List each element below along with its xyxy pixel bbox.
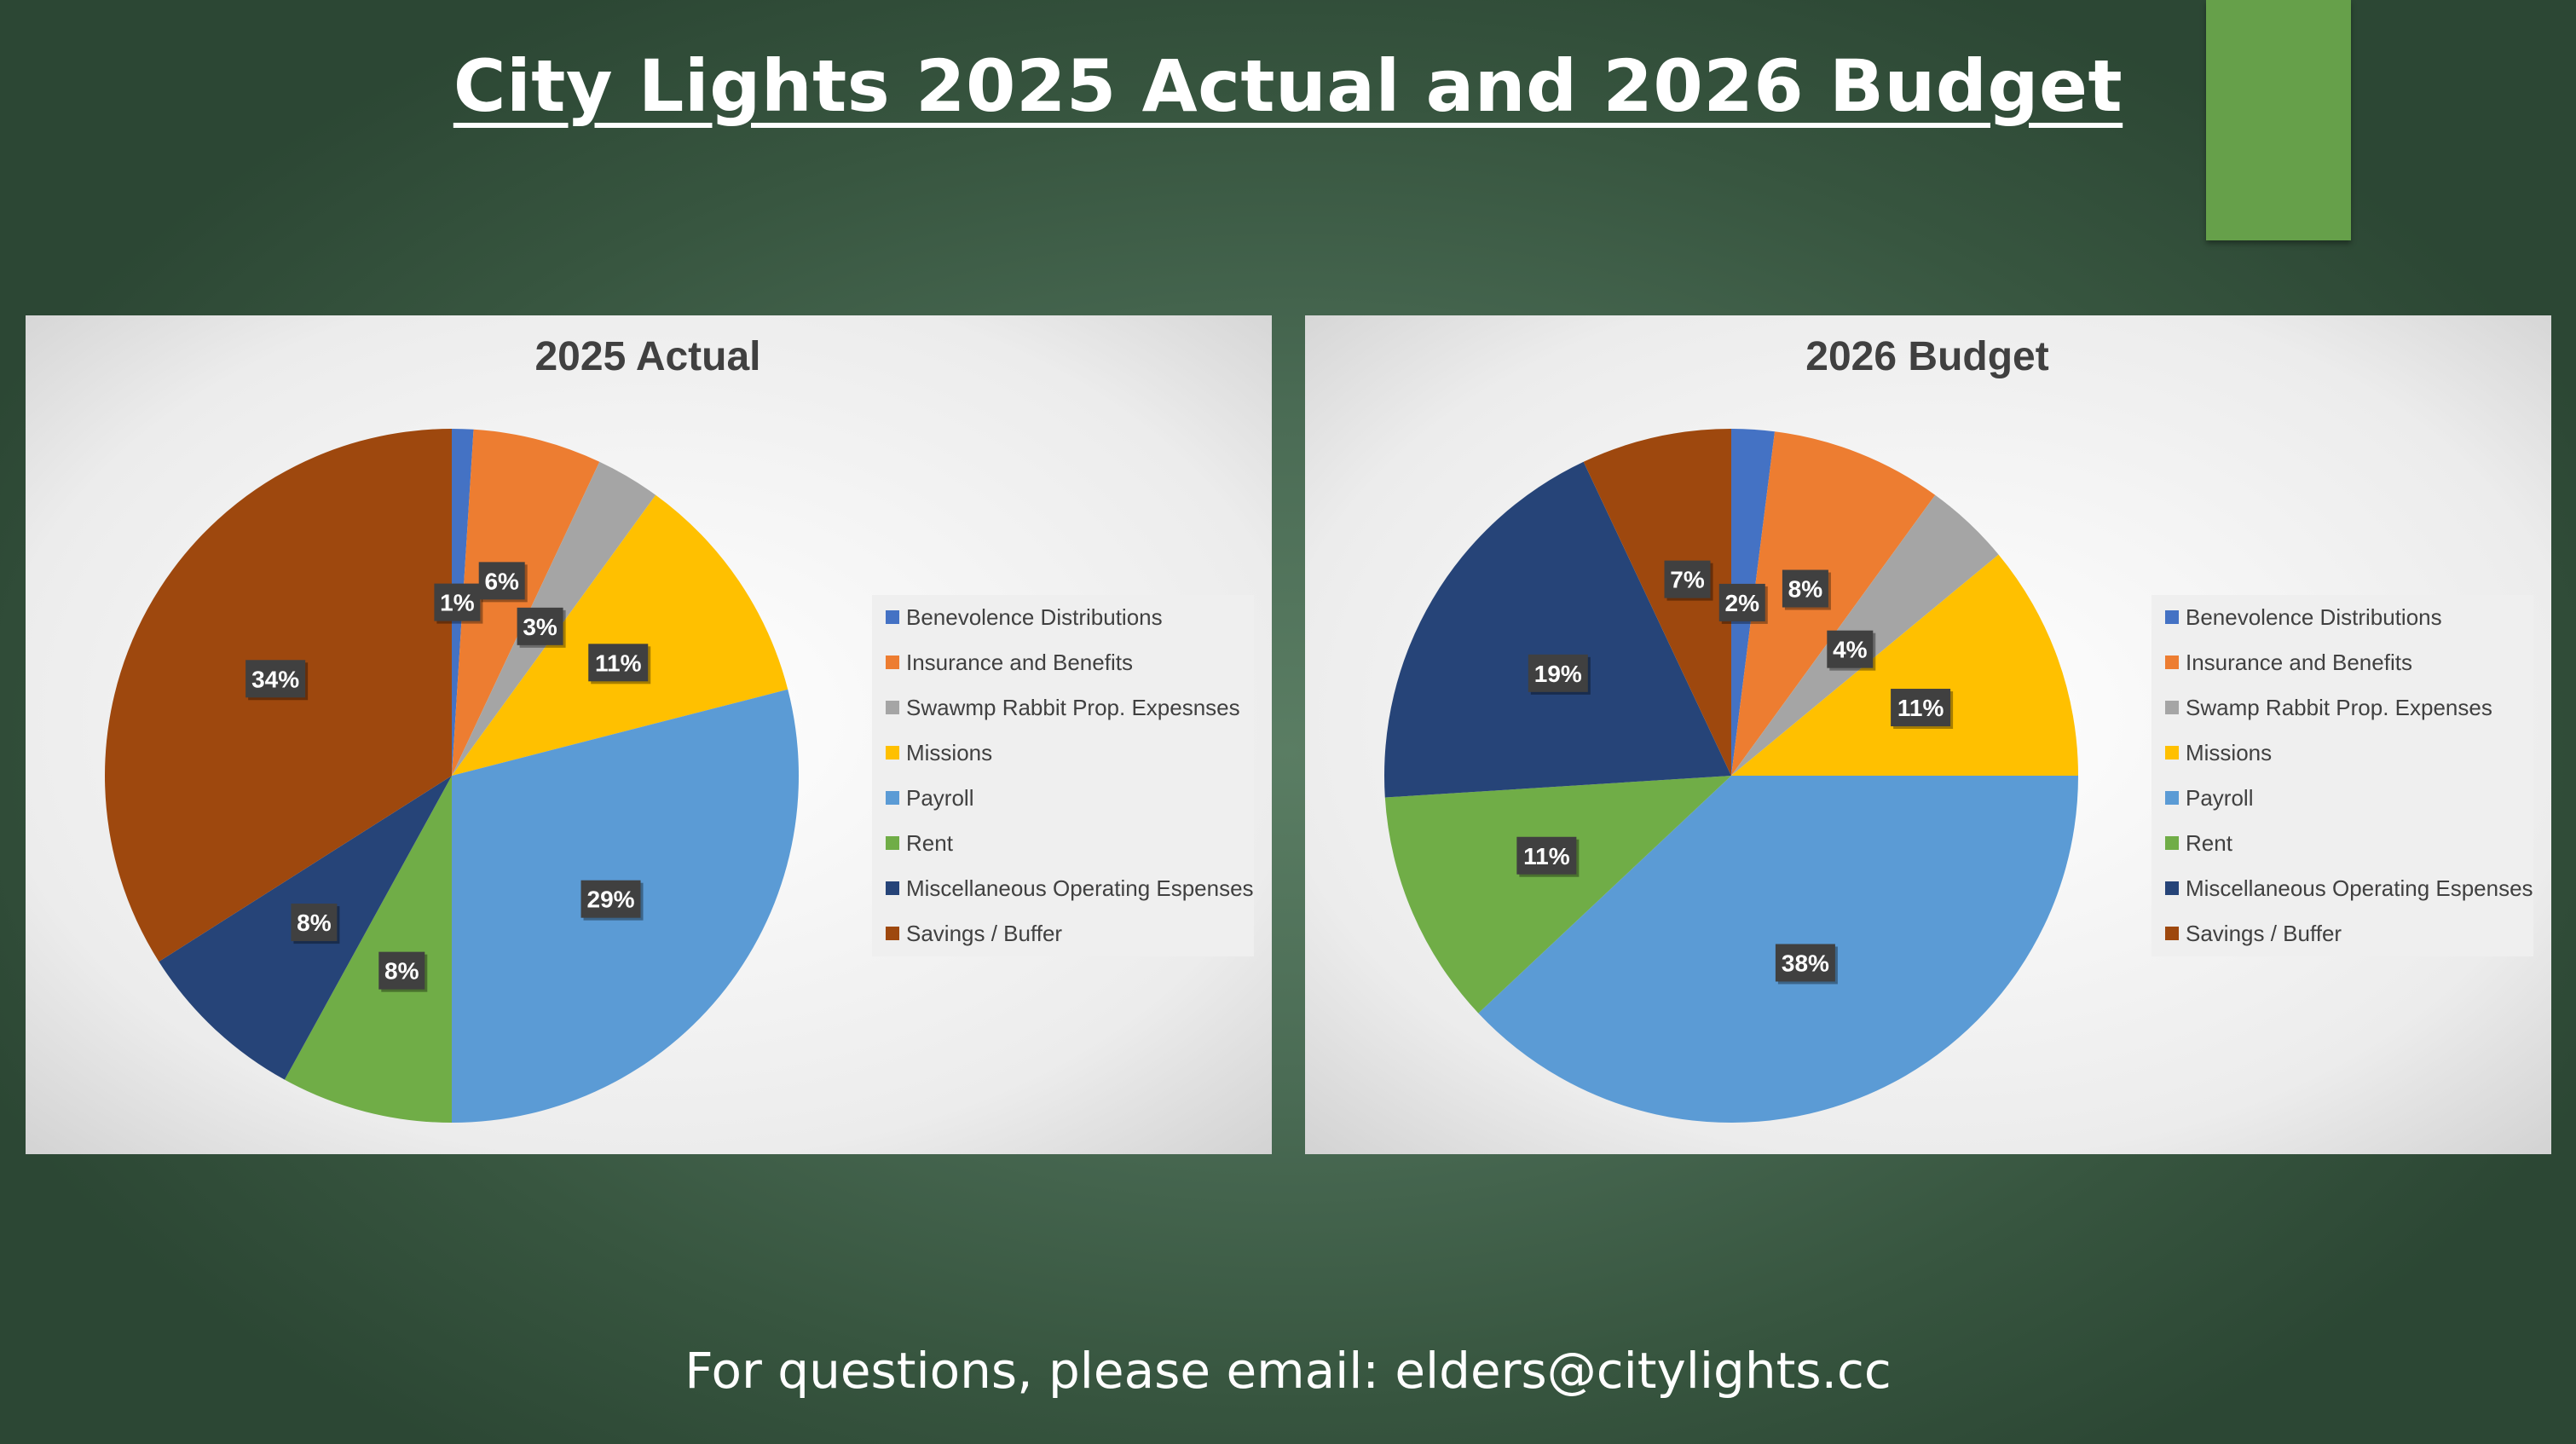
svg-text:3%: 3% xyxy=(523,614,557,640)
data-label-savings-buffer: 34% xyxy=(245,660,309,701)
svg-text:8%: 8% xyxy=(1788,576,1823,603)
pie-slice-savings-buffer xyxy=(1583,429,1731,776)
svg-text:11%: 11% xyxy=(595,650,642,676)
legend-item-rent: Rent xyxy=(886,830,954,856)
data-label-insurance-and-benefits: 6% xyxy=(478,562,528,603)
data-label-miscellaneous-operating-espenses: 19% xyxy=(1528,654,1591,695)
svg-text:38%: 38% xyxy=(1782,950,1829,976)
svg-text:11%: 11% xyxy=(1897,695,1944,721)
data-label-savings-buffer: 7% xyxy=(1664,560,1713,601)
svg-text:Missions: Missions xyxy=(2186,740,2272,765)
data-label-insurance-and-benefits: 8% xyxy=(1782,569,1831,610)
legend-item-benevolence-distributions: Benevolence Distributions xyxy=(886,604,1163,630)
svg-text:Miscellaneous Operating Espens: Miscellaneous Operating Espenses xyxy=(2186,875,2533,901)
chart-title: 2025 Actual xyxy=(534,334,760,379)
svg-text:2%: 2% xyxy=(1725,590,1760,616)
svg-text:Benevolence Distributions: Benevolence Distributions xyxy=(2186,604,2442,630)
chart-2026-budget: 2026 Budget 2% 8% 4% 11% 38% 11% 19% 7% Benevolen… xyxy=(1305,315,2551,1154)
data-label-missions: 11% xyxy=(588,644,651,684)
svg-text:Insurance and Benefits: Insurance and Benefits xyxy=(2186,650,2412,675)
svg-text:Payroll: Payroll xyxy=(2186,785,2253,811)
svg-text:Payroll: Payroll xyxy=(906,785,973,811)
data-label-rent: 8% xyxy=(378,951,428,992)
data-labels: 2% 8% 4% 11% 38% 11% 19% 7% xyxy=(1516,560,1954,985)
pie-slices xyxy=(1384,429,2078,1123)
pie-slice-rent xyxy=(284,776,452,1123)
svg-text:Rent: Rent xyxy=(2186,830,2233,856)
legend-item-swawmp-rabbit-prop-expesnses: Swawmp Rabbit Prop. Expesnses xyxy=(886,695,1240,720)
legend: Benevolence Distributions Insurance and B… xyxy=(2151,595,2533,956)
chart-title: 2026 Budget xyxy=(1805,334,2048,379)
legend-item-payroll: Payroll xyxy=(886,785,973,811)
svg-text:Miscellaneous Operating Espens: Miscellaneous Operating Espenses xyxy=(906,875,1254,901)
svg-text:Savings / Buffer: Savings / Buffer xyxy=(906,921,1062,946)
svg-text:8%: 8% xyxy=(384,958,419,985)
legend-item-benevolence-distributions: Benevolence Distributions xyxy=(2165,604,2442,630)
legend-item-rent: Rent xyxy=(2165,830,2233,856)
pie-chart-svg: 2026 Budget 2% 8% 4% 11% 38% 11% 19% 7% Benevolen… xyxy=(1305,315,2551,1154)
legend-item-missions: Missions xyxy=(886,740,992,765)
svg-text:7%: 7% xyxy=(1670,567,1705,593)
data-label-rent: 11% xyxy=(1516,836,1580,877)
legend-item-miscellaneous-operating-espenses: Miscellaneous Operating Espenses xyxy=(2165,875,2533,901)
data-label-swawmp-rabbit-prop-expesnses: 3% xyxy=(517,607,566,648)
svg-text:6%: 6% xyxy=(484,568,519,594)
svg-text:Missions: Missions xyxy=(906,740,992,765)
svg-text:Savings / Buffer: Savings / Buffer xyxy=(2186,921,2342,946)
legend-item-miscellaneous-operating-espenses: Miscellaneous Operating Espenses xyxy=(886,875,1254,901)
legend-item-insurance-and-benefits: Insurance and Benefits xyxy=(2165,650,2412,675)
chart-2025-actual: 2025 Actual 1% 6% 3% 11% 29% 8% 8% 34% Benevolenc… xyxy=(26,315,1272,1154)
svg-text:4%: 4% xyxy=(1833,637,1868,663)
svg-text:11%: 11% xyxy=(1523,843,1570,869)
pie-slice-missions xyxy=(1731,554,2078,776)
legend-item-savings-buffer: Savings / Buffer xyxy=(886,921,1062,946)
svg-text:19%: 19% xyxy=(1534,661,1582,687)
data-label-swamp-rabbit-prop-expenses: 4% xyxy=(1827,630,1876,671)
pie-slice-missions xyxy=(452,494,788,776)
pie-slices xyxy=(104,429,799,1123)
svg-text:34%: 34% xyxy=(251,666,299,692)
svg-text:29%: 29% xyxy=(587,887,635,913)
legend-item-payroll: Payroll xyxy=(2165,785,2253,811)
svg-text:8%: 8% xyxy=(297,910,332,936)
data-label-payroll: 29% xyxy=(580,880,644,921)
data-label-miscellaneous-operating-espenses: 8% xyxy=(291,904,340,944)
svg-text:Benevolence Distributions: Benevolence Distributions xyxy=(906,604,1163,630)
data-label-benevolence-distributions: 2% xyxy=(1718,583,1768,624)
legend-item-missions: Missions xyxy=(2165,740,2272,765)
svg-text:Insurance and Benefits: Insurance and Benefits xyxy=(906,650,1133,675)
legend-item-savings-buffer: Savings / Buffer xyxy=(2165,921,2342,946)
data-label-payroll: 38% xyxy=(1775,944,1838,985)
slide-title: City Lights 2025 Actual and 2026 Budget xyxy=(453,44,2123,128)
pie-slice-miscellaneous-operating-espenses xyxy=(1384,461,1731,798)
svg-text:Rent: Rent xyxy=(906,830,954,856)
svg-text:1%: 1% xyxy=(440,590,475,616)
pie-slice-rent xyxy=(1384,776,1731,1014)
legend-item-insurance-and-benefits: Insurance and Benefits xyxy=(886,650,1133,675)
svg-text:Swawmp Rabbit Prop. Expesnses: Swawmp Rabbit Prop. Expesnses xyxy=(906,695,1240,720)
accent-bar xyxy=(2206,0,2351,240)
svg-text:Swamp Rabbit Prop. Expenses: Swamp Rabbit Prop. Expenses xyxy=(2186,695,2492,720)
pie-slice-insurance-and-benefits xyxy=(452,429,600,776)
legend: Benevolence Distributions Insurance and B… xyxy=(872,595,1254,956)
pie-slice-insurance-and-benefits xyxy=(1731,431,1936,776)
pie-chart-svg: 2025 Actual 1% 6%3% 11% 29% 8% 8% 34% Benevolenc… xyxy=(26,315,1272,1154)
data-label-benevolence-distributions: 1% xyxy=(434,583,483,624)
legend-item-swamp-rabbit-prop-expenses: Swamp Rabbit Prop. Expenses xyxy=(2165,695,2492,720)
data-label-missions: 11% xyxy=(1891,689,1954,730)
footer-contact: For questions, please email: elders@city… xyxy=(684,1342,1892,1400)
data-labels: 1% 6%3% 11% 29% 8% 8% 34% xyxy=(245,562,651,992)
